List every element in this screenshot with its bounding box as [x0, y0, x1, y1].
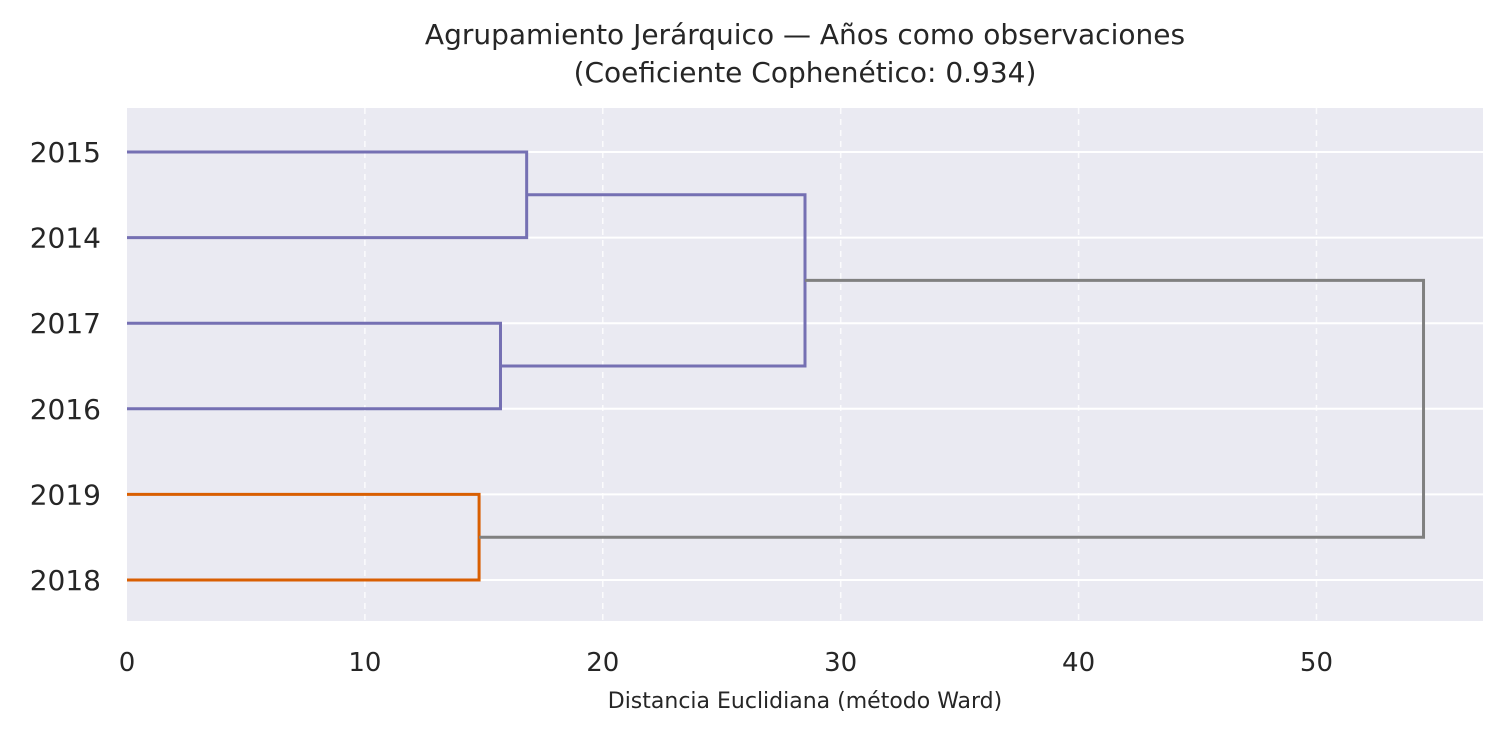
- x-tick-label: 20: [586, 648, 619, 678]
- leaf-label-2017: 2017: [30, 307, 101, 340]
- dendrogram-links: [127, 150, 1426, 582]
- leaf-label-2016: 2016: [30, 393, 101, 426]
- x-tick-label: 10: [348, 648, 381, 678]
- leaf-label-2015: 2015: [30, 136, 101, 169]
- leaf-label-2019: 2019: [30, 478, 101, 511]
- dendrogram-link-c5: [479, 278, 1426, 539]
- x-axis-ticks: 0 10 20 30 40 50: [119, 648, 1333, 678]
- x-tick-label: 30: [824, 648, 857, 678]
- dendrogram-link-c4: [127, 492, 481, 582]
- dendrogram-link-c1: [127, 150, 529, 240]
- x-tick-label: 0: [119, 648, 136, 678]
- leaf-label-2018: 2018: [30, 564, 101, 597]
- x-tick-label: 40: [1062, 648, 1095, 678]
- leaf-label-2014: 2014: [30, 222, 101, 255]
- chart-title-line-2: (Coeficiente Cophenético: 0.934): [574, 56, 1037, 89]
- chart-title-line-1: Agrupamiento Jerárquico — Años como obse…: [425, 18, 1185, 51]
- x-tick-label: 50: [1300, 648, 1333, 678]
- x-axis-label: Distancia Euclidiana (método Ward): [608, 689, 1002, 714]
- leaf-labels: 2015 2014 2017 2016 2019 2018: [30, 136, 101, 597]
